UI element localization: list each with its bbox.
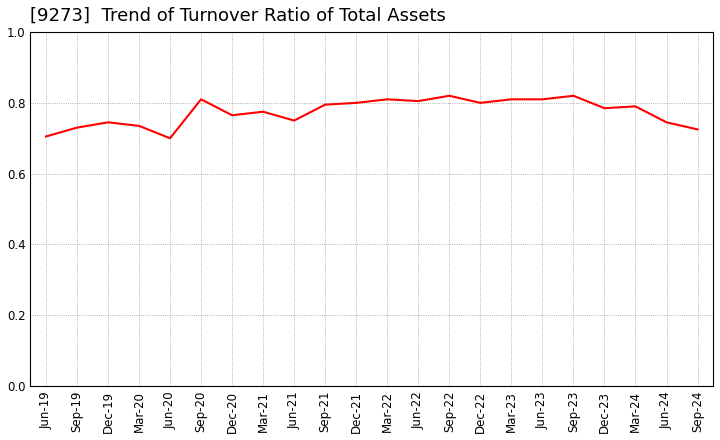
Text: [9273]  Trend of Turnover Ratio of Total Assets: [9273] Trend of Turnover Ratio of Total … <box>30 7 446 25</box>
